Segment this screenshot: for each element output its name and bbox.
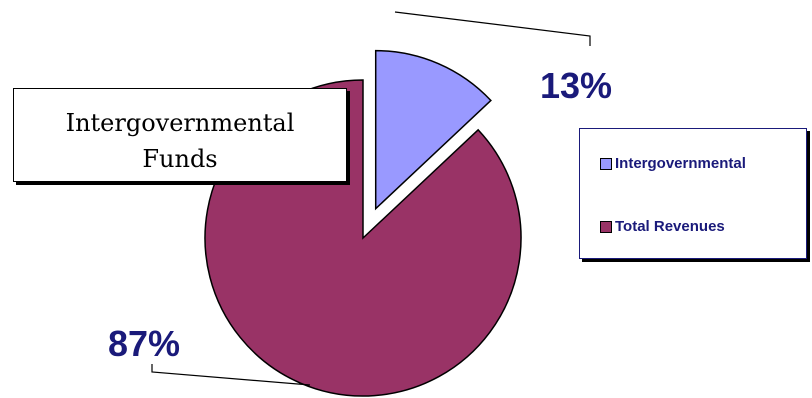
- leader-line-total-revenues: [151, 364, 311, 386]
- legend: Intergovernmental Total Revenues: [579, 128, 807, 259]
- leader-line-intergovernmental: [394, 11, 591, 46]
- chart-title-box: Intergovernmental Funds: [13, 88, 347, 182]
- pie-slice-intergovernmental: [374, 49, 492, 211]
- data-label-total-revenues: 87%: [108, 323, 180, 364]
- chart-title-line-1: Intergovernmental: [65, 109, 295, 137]
- legend-item-intergovernmental: Intergovernmental: [600, 155, 746, 172]
- legend-swatch-intergovernmental: [600, 157, 612, 170]
- data-label-intergovernmental: 13%: [540, 65, 612, 106]
- legend-label-intergovernmental: Intergovernmental: [615, 155, 746, 172]
- legend-item-total-revenues: Total Revenues: [600, 218, 725, 235]
- chart-title-line-2: Funds: [142, 145, 218, 173]
- legend-label-total-revenues: Total Revenues: [615, 218, 725, 235]
- legend-swatch-total-revenues: [600, 220, 612, 233]
